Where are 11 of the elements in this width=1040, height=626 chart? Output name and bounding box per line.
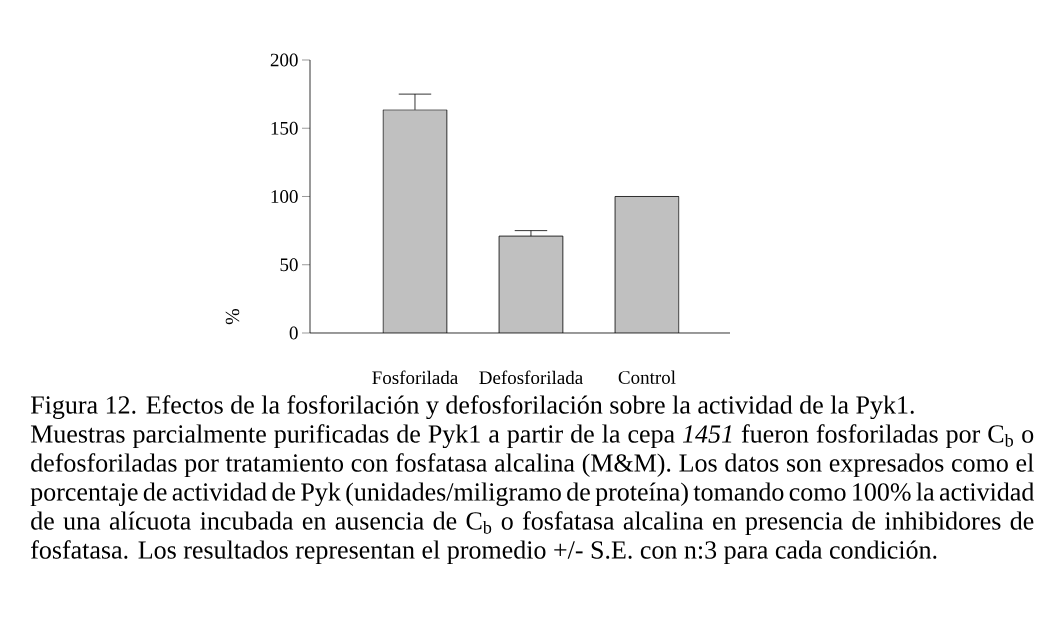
y-axis-title: % <box>225 308 240 325</box>
y-tick-label: 50 <box>280 258 298 272</box>
text: Muestras parcialmente purificadas de Pyk1 a partir de la cepa 1451 fueron fosforiladas por C$_{b}$ o defosforiladas por tratamiento con fosfatasa alcalina (M&M). Los datos son expresados como el porcentaje de actividad de Pyk (unidades/miligramo de proteína) tomando como 100% la actividad de una alícuota incubada en ausencia de C$_{b}$ o fosfatasa alcalina en presencia de inhibidores de fosfatasa. Los resultados representan el promedio +/- S.E. con n:3 para cada condición. <box>30 424 1035 565</box>
y-tick-label: 150 <box>271 121 298 135</box>
y-tick-label: 0 <box>289 326 298 340</box>
x-tick-label: Control <box>618 370 676 384</box>
y-tick-label: 100 <box>271 190 298 203</box>
text: Figura 12. Efectos de la fosforilación y defosforilación sobre la actividad de la Pyk1. <box>30 395 914 420</box>
x-tick-label: Fosforilada <box>372 370 458 385</box>
x-tick-label: Defosforilada <box>479 370 583 385</box>
y-tick-label: 200 <box>270 53 298 67</box>
